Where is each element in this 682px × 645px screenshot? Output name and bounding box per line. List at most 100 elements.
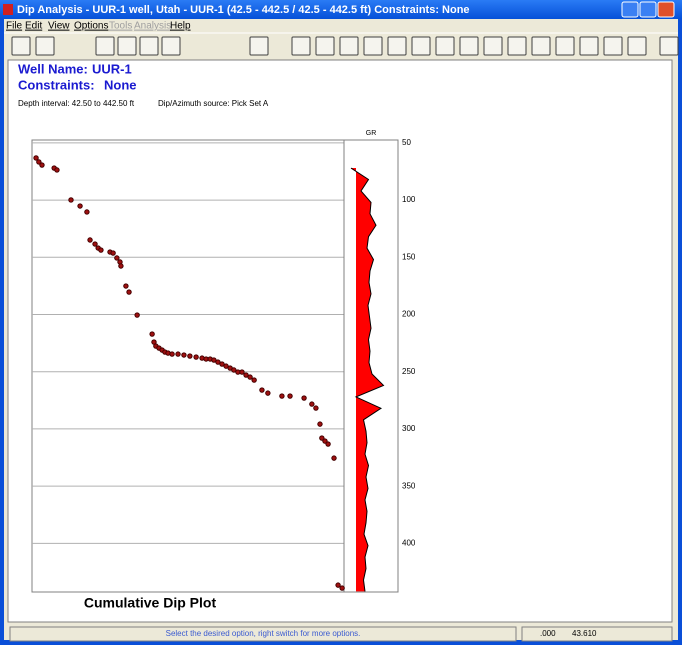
y-tick-label: 200 [402,310,416,319]
constraints: None [104,77,137,92]
y-tick-label: 250 [402,367,416,376]
gr-fill [351,168,384,592]
status-coords-pane [521,626,673,642]
dip-point [322,438,328,444]
menu-item[interactable]: Help [170,21,191,32]
toolbar-button[interactable] [627,36,647,56]
toolbar-button[interactable] [95,36,115,56]
toolbar-button[interactable] [555,36,575,56]
toolbar-button[interactable] [291,36,311,56]
dip-point [219,361,225,367]
menu-item[interactable]: Tools [109,21,132,32]
toolbar-button[interactable] [435,36,455,56]
constraints-label: Constraints: [18,77,95,92]
dip-point [317,421,323,427]
toolbar-button[interactable] [387,36,407,56]
minimize-button[interactable] [621,1,639,18]
dip-point [92,241,98,247]
toolbar-button[interactable] [483,36,503,56]
dip-point [231,367,237,373]
status-y: 43.610 [572,629,597,638]
dip-point [259,387,265,393]
y-tick-label: 400 [402,538,416,547]
dip-point [181,352,187,358]
toolbar-button[interactable] [249,36,269,56]
title-bar [0,0,682,19]
toolbar-button[interactable] [659,36,679,56]
close-button[interactable] [657,1,675,18]
depth-interval: Depth interval: 42.50 to 442.50 ft [18,99,135,108]
dip-point [54,167,60,173]
status-x: .000 [540,629,556,638]
y-tick-label: 150 [402,252,416,261]
dip-point [123,283,129,289]
toolbar-button[interactable] [579,36,599,56]
toolbar-button[interactable] [459,36,479,56]
dip-point [39,162,45,168]
toolbar-button[interactable] [139,36,159,56]
dip-point [325,441,331,447]
status-message-pane [9,626,517,642]
dip-point [265,390,271,396]
toolbar-button[interactable] [507,36,527,56]
toolbar [4,32,679,56]
pick-source: Dip/Azimuth source: Pick Set A [158,99,269,108]
dip-point [126,289,132,295]
dip-point [313,405,319,411]
menu-item[interactable]: View [48,21,70,32]
dip-point [243,372,249,378]
toolbar-button[interactable] [339,36,359,56]
gr-curve [350,167,385,592]
dip-point [319,435,325,441]
toolbar-button[interactable] [161,36,181,56]
toolbar-button[interactable] [11,36,31,56]
window-title: Dip Analysis - UUR-1 well, Utah - UUR-1 … [17,4,470,16]
toolbar-button[interactable] [531,36,551,56]
menu-item[interactable]: Analysis [134,21,171,32]
well-name: UUR-1 [92,61,132,76]
dip-point [84,209,90,215]
menu-item[interactable]: Edit [25,21,42,32]
dip-point [239,369,245,375]
dip-point [98,247,104,253]
y-tick-label: 100 [402,195,416,204]
dip-point [77,203,83,209]
dip-point [118,263,124,269]
dip-point [301,395,307,401]
status-message: Select the desired option, right switch … [166,629,361,638]
y-tick-label: 300 [402,424,416,433]
y-tick-label: 50 [402,138,411,147]
dip-point [110,250,116,256]
dip-point [211,357,217,363]
dip-point [33,155,39,161]
dip-point [247,374,253,380]
dip-point [36,159,42,165]
dip-point [149,331,155,337]
toolbar-button[interactable] [603,36,623,56]
toolbar-button[interactable] [315,36,335,56]
toolbar-button[interactable] [363,36,383,56]
app-icon [3,4,13,15]
toolbar-button[interactable] [411,36,431,56]
dip-point [335,582,341,588]
dip-point [331,455,337,461]
dip-point [169,351,175,357]
menu-item[interactable]: Options [74,21,108,32]
dip-point [87,237,93,243]
toolbar-button[interactable] [117,36,137,56]
well-name-label: Well Name: [18,61,88,76]
menu-item[interactable]: File [6,21,23,32]
maximize-button[interactable] [639,1,657,18]
plot: GR 50 100 150 200 250 300 350 400 [31,130,416,593]
dip-point [134,312,140,318]
dip-point [279,393,285,399]
toolbar-button[interactable] [35,36,55,56]
dip-point [309,401,315,407]
dip-point [251,377,257,383]
dip-point [187,353,193,359]
y-tick-label: 350 [402,481,416,490]
dip-point [68,197,74,203]
